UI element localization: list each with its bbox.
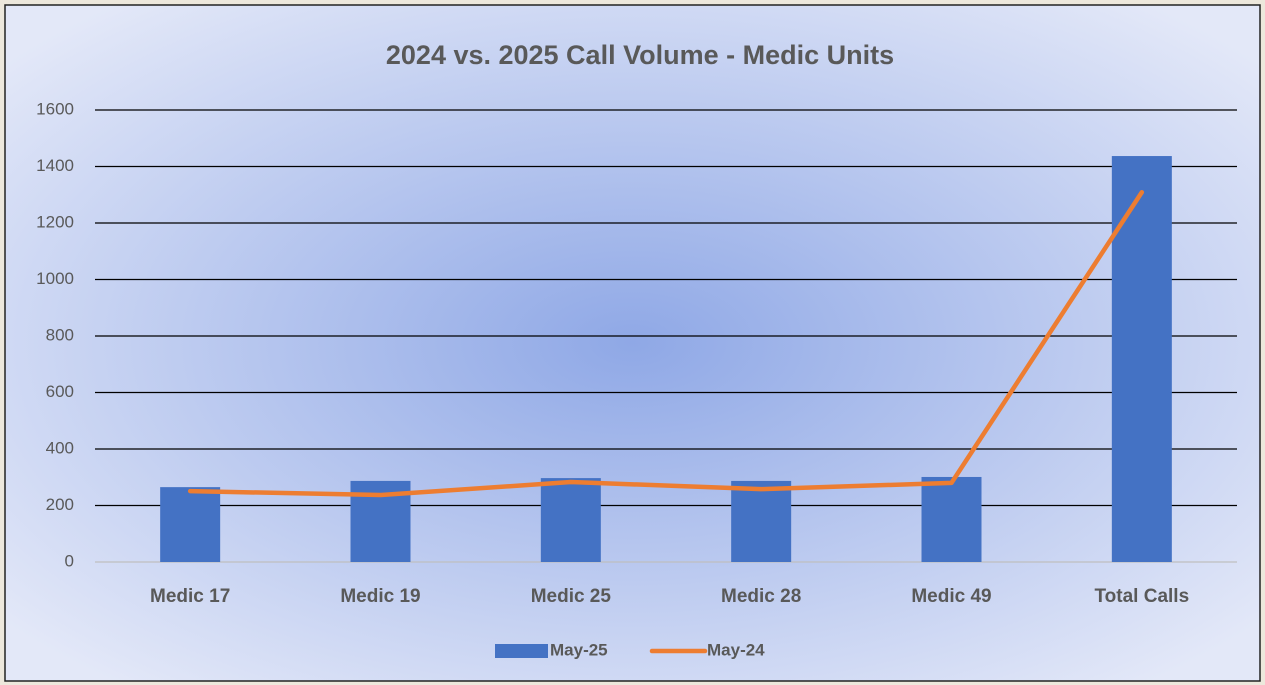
x-tick-label: Medic 19 [340, 586, 420, 607]
bar [160, 487, 221, 562]
x-tick-label: Medic 49 [911, 586, 991, 607]
x-tick-label: Medic 28 [721, 586, 801, 607]
x-tick-label: Medic 17 [150, 586, 230, 607]
legend-label: May-24 [707, 640, 765, 659]
bar [540, 478, 601, 562]
x-tick-label: Total Calls [1094, 586, 1189, 607]
y-tick-label: 1400 [36, 156, 74, 175]
y-tick-label: 600 [46, 382, 74, 401]
y-tick-label: 1200 [36, 212, 74, 231]
legend-swatch [495, 644, 548, 658]
y-tick-label: 1600 [36, 99, 74, 118]
bar [921, 476, 982, 562]
y-tick-label: 200 [46, 495, 74, 514]
legend-label: May-25 [550, 640, 608, 659]
y-tick-label: 800 [46, 325, 74, 344]
y-tick-label: 1000 [36, 269, 74, 288]
bar [731, 480, 792, 562]
y-tick-label: 400 [46, 438, 74, 457]
chart-title: 2024 vs. 2025 Call Volume - Medic Units [386, 40, 894, 70]
bar [1111, 156, 1172, 563]
x-tick-label: Medic 25 [531, 586, 612, 607]
y-tick-label: 0 [65, 551, 74, 570]
chart-area [4, 4, 1261, 682]
line [187, 189, 1145, 498]
